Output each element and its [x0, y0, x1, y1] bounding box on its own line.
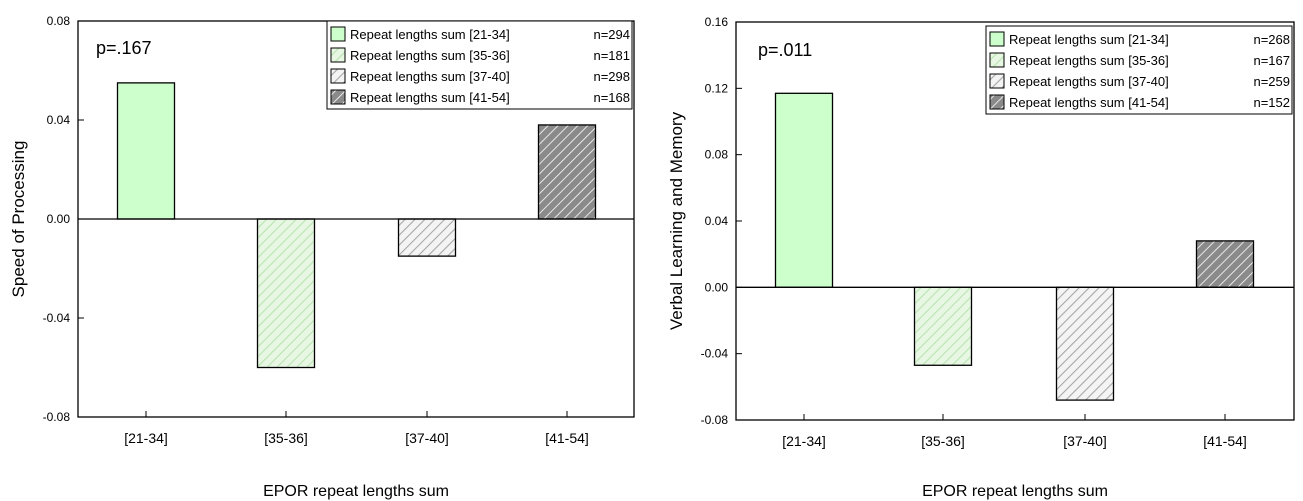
y-tick-label: 0.04: [705, 214, 729, 228]
x-tick-label: [41-54]: [1203, 433, 1247, 449]
legend-count: n=152: [1253, 95, 1290, 110]
legend: Repeat lengths sum [21-34] n=268 Repeat le…: [985, 25, 1293, 115]
legend-box: [326, 20, 633, 110]
bar-1: [116, 82, 176, 220]
legend-swatch-4: [989, 94, 1005, 110]
y-tick-label: 0.08: [47, 14, 71, 28]
y-axis-title: Speed of Processing: [9, 141, 28, 298]
y-tick-label: -0.08: [43, 410, 71, 424]
y-tick-label: 0.04: [47, 113, 71, 127]
y-tick-label: -0.04: [701, 347, 729, 361]
y-tick-label: -0.08: [701, 413, 729, 427]
x-tick-label: [37-40]: [405, 430, 449, 446]
x-tick-label: [21-34]: [124, 430, 168, 446]
legend-label: Repeat lengths sum [37-40]: [1009, 74, 1169, 89]
x-tick-label: [21-34]: [782, 433, 826, 449]
chart-1: 0.08 0.04 0.00 -0.04 -0.08 [21-34] [35-36] [37-…: [9, 14, 635, 500]
y-tick-label: -0.04: [43, 311, 71, 325]
legend-count: n=181: [593, 48, 630, 63]
legend-count: n=298: [593, 69, 630, 84]
bar-2: [913, 286, 973, 366]
bar-2: [256, 218, 316, 369]
p-value-annotation: p=.011: [758, 40, 812, 60]
legend-count: n=259: [1253, 74, 1290, 89]
legend-label: Repeat lengths sum [35-36]: [1009, 53, 1169, 68]
bar-3: [397, 218, 457, 257]
y-axis-title: Verbal Learning and Memory: [667, 111, 686, 330]
legend-label: Repeat lengths sum [41-54]: [350, 90, 510, 105]
legend-label: Repeat lengths sum [35-36]: [350, 48, 510, 63]
p-value-annotation: p=.167: [96, 38, 152, 58]
chart-2: 0.16 0.12 0.08 0.04 0.00 -0.04 -0.08 [21-34] [35…: [667, 15, 1295, 500]
y-tick-label: 0.08: [705, 148, 729, 162]
legend-swatch-4: [330, 89, 346, 105]
legend-label: Repeat lengths sum [37-40]: [350, 69, 510, 84]
legend-swatch-1: [989, 31, 1005, 47]
x-axis-title: EPOR repeat lengths sum: [263, 483, 449, 500]
legend-count: n=168: [593, 90, 630, 105]
bar-3: [1055, 286, 1115, 401]
legend-label: Repeat lengths sum [41-54]: [1009, 95, 1169, 110]
bar-4: [537, 124, 597, 220]
legend-swatch-2: [330, 47, 346, 63]
legend-swatch-1: [330, 26, 346, 42]
bar-1: [774, 92, 834, 288]
legend-label: Repeat lengths sum [21-34]: [350, 27, 510, 42]
legend-count: n=167: [1253, 53, 1290, 68]
legend-box: [985, 25, 1293, 115]
legend-count: n=294: [593, 27, 630, 42]
x-tick-label: [35-36]: [921, 433, 965, 449]
legend-count: n=268: [1253, 32, 1290, 47]
x-axis-title: EPOR repeat lengths sum: [922, 483, 1108, 500]
x-tick-label: [37-40]: [1063, 433, 1107, 449]
y-tick-label: 0.00: [705, 280, 729, 294]
legend-swatch-2: [989, 52, 1005, 68]
x-tick-label: [35-36]: [264, 430, 308, 446]
y-tick-label: 0.12: [705, 81, 729, 95]
y-tick-label: 0.16: [705, 15, 729, 29]
legend-swatch-3: [330, 68, 346, 84]
legend-label: Repeat lengths sum [21-34]: [1009, 32, 1169, 47]
bar-4: [1195, 240, 1255, 288]
legend: Repeat lengths sum [21-34] n=294 Repeat le…: [326, 20, 633, 110]
y-tick-label: 0.00: [47, 212, 71, 226]
legend-swatch-3: [989, 73, 1005, 89]
x-tick-label: [41-54]: [545, 430, 589, 446]
